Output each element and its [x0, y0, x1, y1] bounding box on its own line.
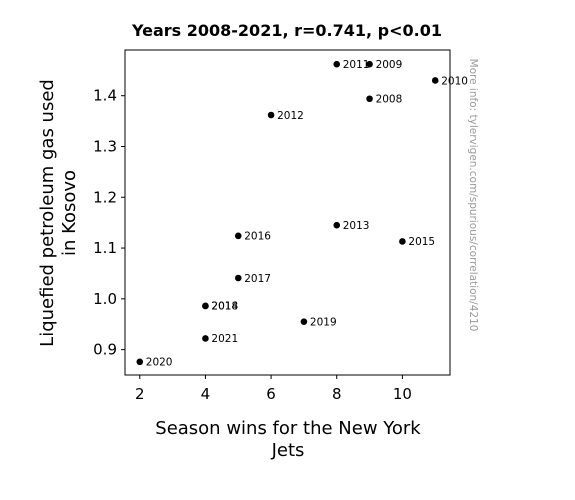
data-point	[136, 358, 144, 366]
data-point	[399, 238, 406, 245]
data-point-label: 2011	[343, 59, 370, 71]
y-tick-label: 1.0	[93, 290, 117, 308]
x-tick-label: 6	[266, 385, 276, 403]
data-point-label: 2020	[146, 357, 173, 369]
data-point	[267, 111, 275, 119]
data-point-label: 2016	[244, 231, 271, 243]
y-tick-label: 0.9	[93, 341, 117, 359]
data-point-label: 2009	[376, 59, 403, 71]
data-point	[202, 302, 209, 310]
x-axis-label-line-1: Season wins for the New York	[155, 418, 421, 439]
data-point	[234, 232, 242, 240]
x-axis-label-line-2: Jets	[271, 440, 305, 461]
data-point	[366, 95, 373, 103]
data-point-label: 2018	[211, 301, 238, 313]
chart-title: Years 2008-2021, r=0.741, p<0.01	[131, 21, 442, 40]
data-point	[234, 274, 242, 282]
y-tick-label: 1.2	[93, 188, 117, 206]
data-point-label: 2021	[211, 333, 238, 345]
data-point-label: 2012	[277, 110, 304, 122]
data-point-label: 2008	[376, 94, 403, 106]
y-tick-label: 1.4	[93, 87, 117, 105]
data-point-label: 2014	[211, 301, 238, 313]
plot-area: 2 4 6 8 10 0.9 1.0 1.1 1.2 1.3 1.4 2008 2009 2010 2011…	[93, 49, 468, 403]
data-point	[333, 221, 341, 229]
x-tick-label: 2	[135, 385, 145, 403]
data-point-label: 2013	[343, 220, 370, 232]
data-point	[333, 60, 341, 68]
y-tick-label: 1.1	[93, 239, 117, 257]
data-point-label: 2017	[244, 273, 271, 285]
data-point	[431, 77, 439, 84]
source-note: More info: tylervigen.com/spurious/corre…	[467, 59, 479, 332]
plot-frame	[124, 49, 451, 376]
x-tick-label: 4	[201, 385, 211, 403]
data-point-label: 2015	[408, 236, 435, 248]
x-tick-label: 8	[332, 385, 342, 403]
y-axis-label-line-2: in Kosovo	[59, 170, 80, 256]
data-point	[202, 335, 209, 342]
x-tick-label: 10	[393, 385, 412, 403]
y-tick-label: 1.3	[93, 137, 117, 155]
data-point	[300, 318, 308, 325]
data-point-label: 2010	[441, 75, 468, 87]
y-axis-label-line-1: Liquefied petroleum gas used	[37, 79, 58, 347]
data-point	[366, 60, 373, 68]
data-point-label: 2019	[310, 316, 337, 328]
